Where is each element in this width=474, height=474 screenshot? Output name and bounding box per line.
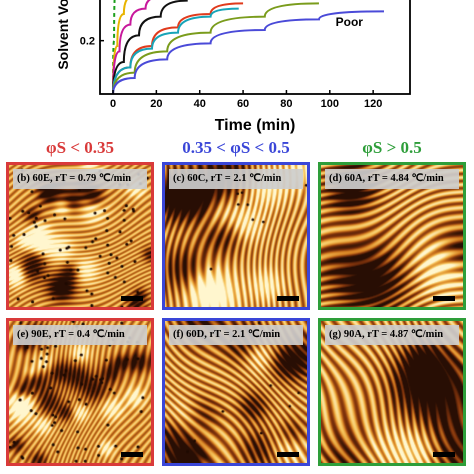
scale-bar [433,452,455,457]
panel-f: (f) 60D, rT = 2.1 ℃/min [162,318,310,466]
panel-g: (g) 90A, rT = 4.87 ℃/min [318,318,466,466]
x-axis-label: Time (min) [215,117,296,134]
x-tick-label: 100 [321,98,339,110]
panel-label: (d) 60A, rT = 4.84 ℃/min [325,169,459,189]
x-tick-label: 40 [194,98,206,110]
series-line-7 [112,10,384,95]
panel-label: (c) 60C, rT = 2.1 ℃/min [169,169,303,189]
panel-label: (g) 90A, rT = 4.87 ℃/min [325,325,459,345]
column-header-low: φS < 0.35 [46,138,114,157]
x-tick-label: 80 [280,98,292,110]
scale-bar [121,452,143,457]
panel-label: (f) 60D, rT = 2.1 ℃/min [169,325,303,345]
x-tick-label: 60 [237,98,249,110]
scale-bar [277,452,299,457]
series-line-6 [112,2,319,95]
series-line-1 [112,0,128,95]
panel-label: (b) 60E, rT = 0.79 ℃/min [13,169,147,189]
annotation-poor: Poor [336,15,364,29]
panel-d: (d) 60A, rT = 4.84 ℃/min [318,162,466,310]
panel-b: (b) 60E, rT = 0.79 ℃/min [6,162,154,310]
column-header-mid: 0.35 < φS < 0.5 [182,138,290,157]
y-tick-label: 0.2 [80,36,95,48]
plot-frame [99,0,411,95]
series-line-5 [112,7,239,95]
series-line-2 [112,0,151,95]
panel-e: (e) 90E, rT = 0.4 ℃/min [6,318,154,466]
column-header-high: φS > 0.5 [362,138,422,157]
scale-bar [433,296,455,301]
series-line-3 [112,0,188,95]
x-tick-label: 0 [110,98,116,110]
x-tick-label: 120 [364,98,382,110]
panel-label: (e) 90E, rT = 0.4 ℃/min [13,325,147,345]
x-tick-label: 20 [150,98,162,110]
panel-c: (c) 60C, rT = 2.1 ℃/min [162,162,310,310]
y-axis-label: Solvent Vo [55,0,71,70]
scale-bar [121,296,143,301]
scale-bar [277,296,299,301]
